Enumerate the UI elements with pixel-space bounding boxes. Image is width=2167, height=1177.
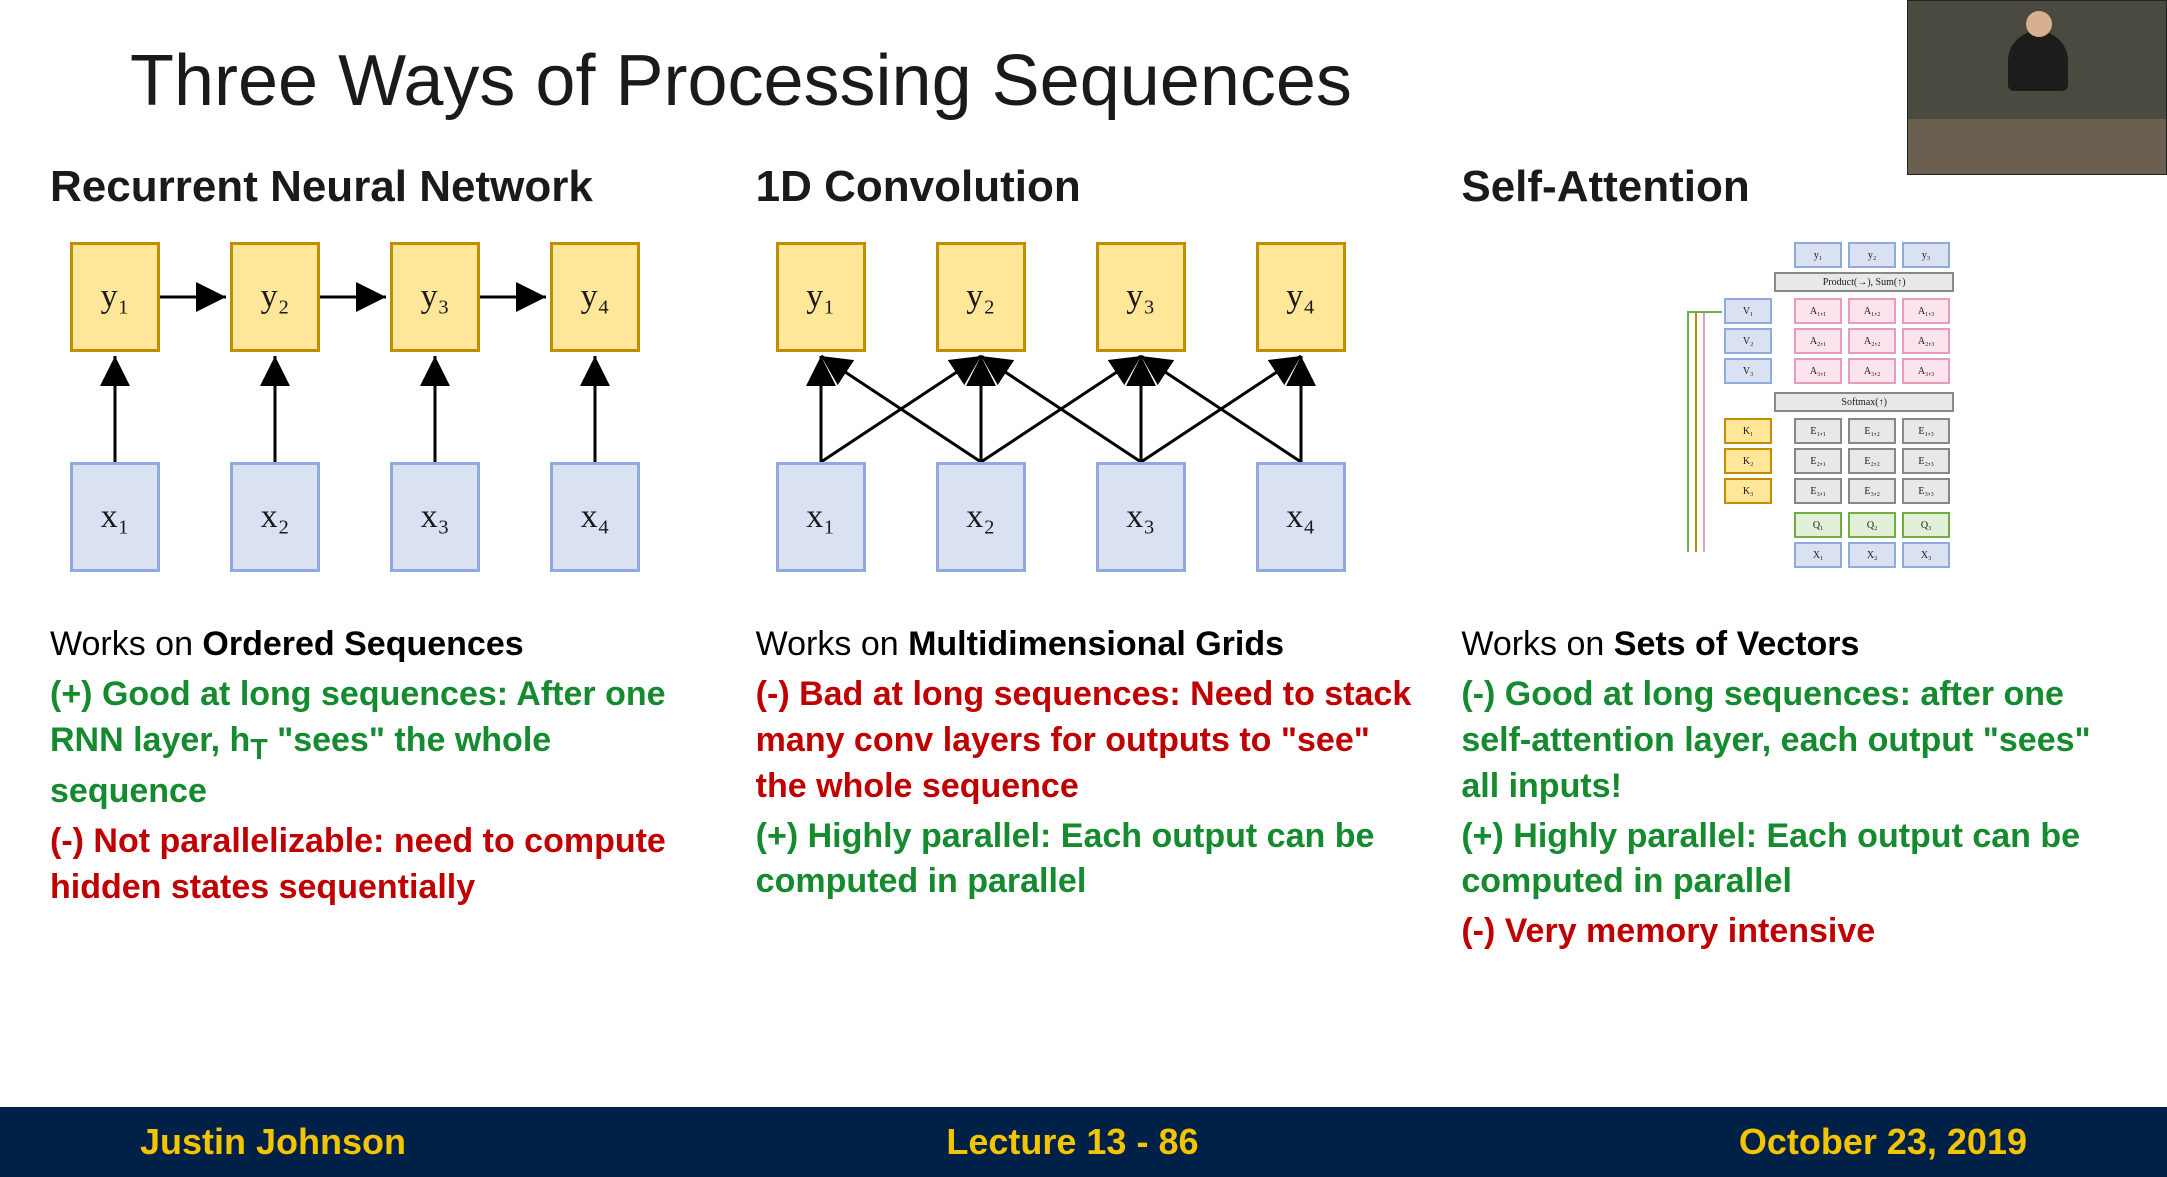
sa-cell: E₃,₃	[1902, 478, 1950, 504]
sa-cell: E₃,₂	[1848, 478, 1896, 504]
sa-cell: A₂,₃	[1902, 328, 1950, 354]
input-box: x₄	[550, 462, 640, 572]
attn-diagram: y₁y₂y₃ Product(→), Sum(↑)V₁ A₁,₁A₁,₂A₁,₃ V₂…	[1461, 242, 2127, 602]
sa-cell: V₂	[1724, 328, 1772, 354]
input-box: x₃	[1096, 462, 1186, 572]
sa-cell: Softmax(↑)	[1774, 392, 1954, 412]
sa-cell: E₃,₁	[1794, 478, 1842, 504]
sa-cell: Q₁	[1794, 512, 1842, 538]
slide-title: Three Ways of Processing Sequences	[130, 40, 2137, 122]
sa-cell: E₂,₂	[1848, 448, 1896, 474]
output-box: y₃	[390, 242, 480, 352]
sa-cell: Product(→), Sum(↑)	[1774, 272, 1954, 292]
output-box: y₁	[70, 242, 160, 352]
input-box: x₂	[936, 462, 1026, 572]
output-box: y₁	[776, 242, 866, 352]
col-conv: 1D Convolution y₁ x₁ y₂ x₂ y₃ x₃ y₄ x₄ Works on…	[756, 162, 1422, 959]
output-box: y₃	[1096, 242, 1186, 352]
input-box: x₁	[70, 462, 160, 572]
sa-cell: y₃	[1902, 242, 1950, 268]
sa-cell: E₁,₂	[1848, 418, 1896, 444]
sa-cell: A₃,₃	[1902, 358, 1950, 384]
col-attn-bullets: Works on Sets of Vectors(-) Good at long…	[1461, 622, 2127, 959]
sa-cell: Q₃	[1902, 512, 1950, 538]
bullet: (-) Good at long sequences: after one se…	[1461, 672, 2127, 810]
sa-cell: V₃	[1724, 358, 1772, 384]
rnn-diagram: y₁ x₁ y₂ x₂ y₃ x₃ y₄ x₄	[50, 242, 716, 602]
bullet: (-) Not parallelizable: need to compute …	[50, 819, 716, 911]
bullet: (+) Good at long sequences: After one RN…	[50, 672, 716, 815]
slide: Three Ways of Processing Sequences Recur…	[0, 0, 2167, 1177]
sa-cell: X₁	[1794, 542, 1842, 568]
col-attn: Self-Attention y₁y₂y₃Product(→), Sum(↑)V…	[1461, 162, 2127, 959]
bullet: Works on Ordered Sequences	[50, 622, 716, 668]
col-conv-bullets: Works on Multidimensional Grids(-) Bad a…	[756, 622, 1422, 909]
output-box: y₄	[550, 242, 640, 352]
sa-cell: E₁,₁	[1794, 418, 1842, 444]
input-box: x₄	[1256, 462, 1346, 572]
col-rnn-bullets: Works on Ordered Sequences(+) Good at lo…	[50, 622, 716, 914]
bullet: Works on Sets of Vectors	[1461, 622, 2127, 668]
bullet: (+) Highly parallel: Each output can be …	[1461, 814, 2127, 906]
output-box: y₂	[230, 242, 320, 352]
sa-cell: X₂	[1848, 542, 1896, 568]
col-conv-heading: 1D Convolution	[756, 162, 1422, 212]
bullet: (-) Very memory intensive	[1461, 909, 2127, 955]
bullet: (+) Highly parallel: Each output can be …	[756, 814, 1422, 906]
footer-left: Justin Johnson	[140, 1121, 406, 1163]
sa-cell: A₂,₂	[1848, 328, 1896, 354]
sa-cell: A₃,₁	[1794, 358, 1842, 384]
input-box: x₂	[230, 462, 320, 572]
sa-cell: X₃	[1902, 542, 1950, 568]
sa-cell: E₂,₁	[1794, 448, 1842, 474]
input-box: x₁	[776, 462, 866, 572]
sa-cell: y₂	[1848, 242, 1896, 268]
sa-cell: A₁,₁	[1794, 298, 1842, 324]
bullet: Works on Multidimensional Grids	[756, 622, 1422, 668]
sa-cell: A₁,₃	[1902, 298, 1950, 324]
bullet: (-) Bad at long sequences: Need to stack…	[756, 672, 1422, 810]
sa-cell: K₃	[1724, 478, 1772, 504]
footer-center: Lecture 13 - 86	[946, 1121, 1198, 1163]
output-box: y₄	[1256, 242, 1346, 352]
sa-cell: E₂,₃	[1902, 448, 1950, 474]
output-box: y₂	[936, 242, 1026, 352]
footer-bar: Justin Johnson Lecture 13 - 86 October 2…	[0, 1107, 2167, 1177]
sa-cell: Q₂	[1848, 512, 1896, 538]
columns-container: Recurrent Neural Network y₁ x₁ y₂ x₂ y₃ x₃ y₄ x…	[30, 162, 2137, 959]
sa-cell: A₂,₁	[1794, 328, 1842, 354]
sa-cell: E₁,₃	[1902, 418, 1950, 444]
col-rnn-heading: Recurrent Neural Network	[50, 162, 716, 212]
conv-diagram: y₁ x₁ y₂ x₂ y₃ x₃ y₄ x₄	[756, 242, 1422, 602]
sa-cell: K₂	[1724, 448, 1772, 474]
speaker-thumbnail	[1907, 0, 2167, 175]
sa-cell: A₁,₂	[1848, 298, 1896, 324]
sa-cell: A₃,₂	[1848, 358, 1896, 384]
input-box: x₃	[390, 462, 480, 572]
footer-right: October 23, 2019	[1739, 1121, 2027, 1163]
sa-cell: y₁	[1794, 242, 1842, 268]
col-rnn: Recurrent Neural Network y₁ x₁ y₂ x₂ y₃ x₃ y₄ x…	[50, 162, 716, 959]
sa-cell: V₁	[1724, 298, 1772, 324]
sa-cell: K₁	[1724, 418, 1772, 444]
